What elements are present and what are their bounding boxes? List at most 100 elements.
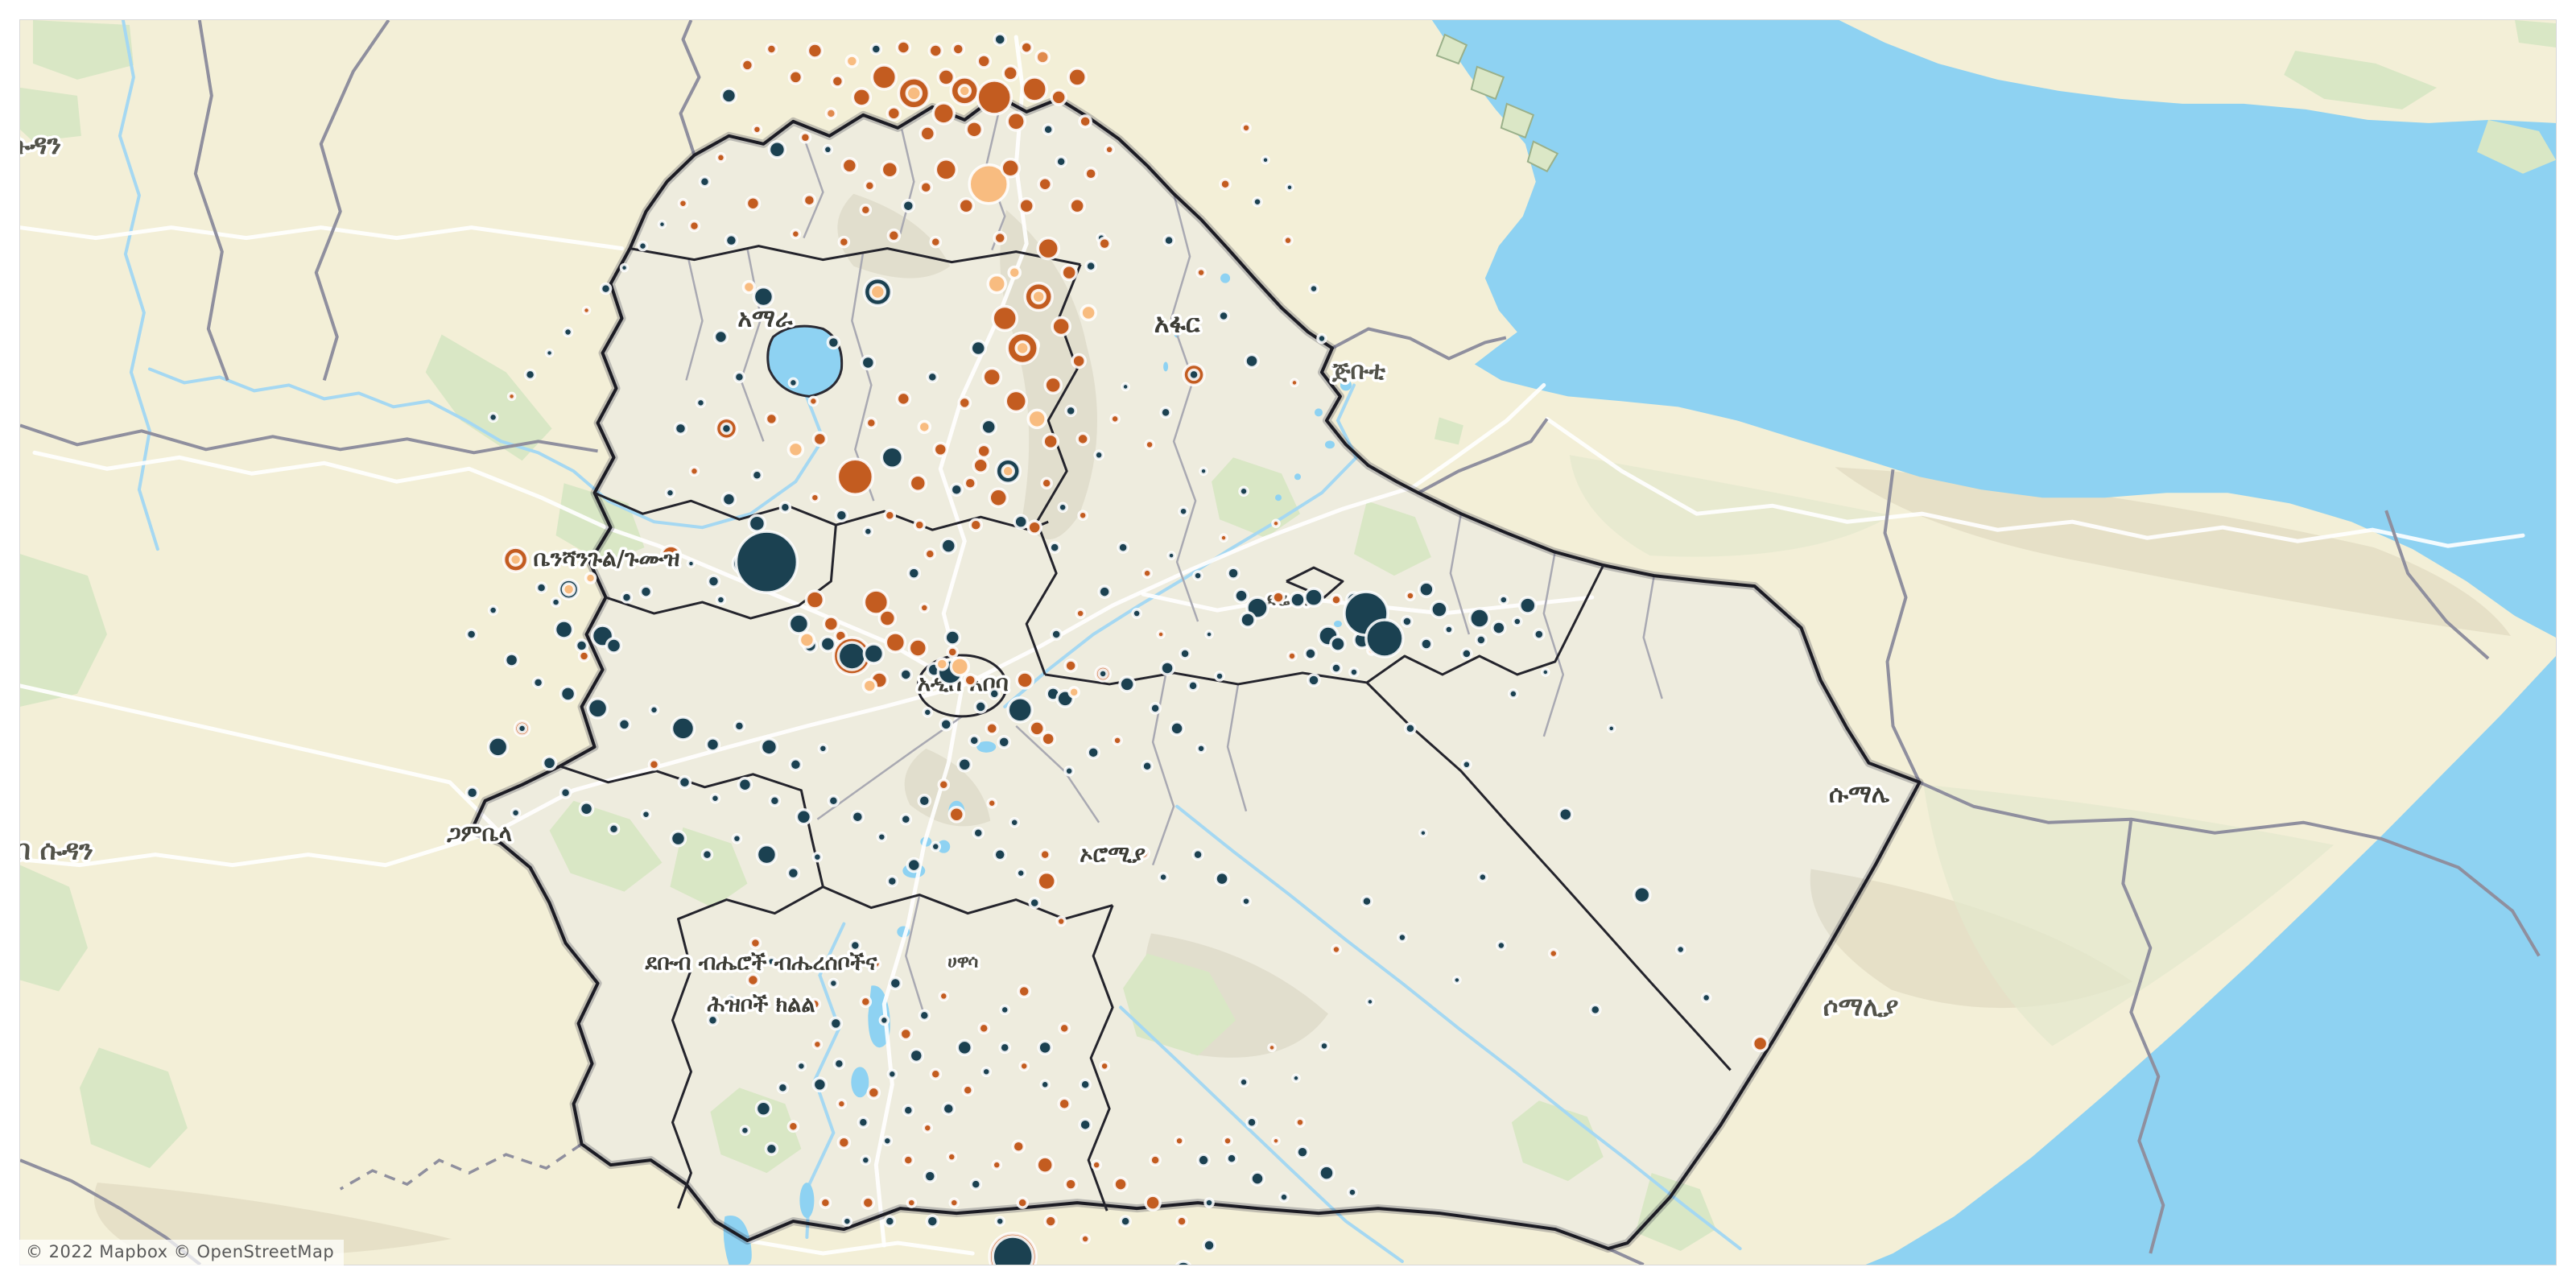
event-bubble[interactable] — [1249, 1170, 1265, 1187]
event-bubble[interactable] — [1077, 510, 1088, 521]
event-bubble[interactable] — [677, 775, 692, 790]
event-bubble[interactable] — [745, 195, 762, 212]
event-bubble[interactable] — [798, 631, 816, 649]
event-bubble[interactable] — [1040, 731, 1056, 747]
event-bubble[interactable] — [1318, 1164, 1335, 1182]
event-bubble[interactable] — [993, 32, 1007, 47]
event-bubble[interactable] — [861, 678, 878, 694]
event-bubble[interactable] — [840, 157, 859, 175]
event-bubble[interactable] — [620, 591, 634, 604]
event-bubble[interactable] — [869, 43, 883, 56]
event-bubble[interactable] — [677, 197, 689, 209]
event-bubble[interactable] — [745, 972, 761, 988]
event-bubble[interactable] — [1674, 943, 1686, 956]
event-bubble[interactable] — [503, 652, 520, 668]
event-bubble[interactable] — [886, 228, 902, 243]
event-bubble[interactable] — [808, 997, 822, 1011]
event-bubble[interactable] — [698, 175, 712, 188]
event-bubble[interactable] — [659, 544, 683, 567]
event-bubble[interactable] — [1295, 1145, 1310, 1159]
event-bubble[interactable] — [1700, 992, 1712, 1004]
event-bubble[interactable] — [1016, 1196, 1029, 1209]
event-bubble[interactable] — [994, 1216, 1005, 1227]
event-bubble[interactable] — [819, 635, 837, 653]
event-bubble[interactable] — [1048, 541, 1061, 554]
event-bubble[interactable] — [1043, 375, 1063, 395]
event-bubble[interactable] — [1063, 658, 1078, 673]
event-bubble[interactable] — [1558, 806, 1574, 823]
event-bubble[interactable] — [811, 1038, 824, 1051]
event-bubble[interactable] — [706, 1013, 720, 1027]
event-bubble[interactable] — [1245, 1116, 1258, 1129]
event-bubble[interactable] — [862, 588, 890, 616]
event-bubble[interactable] — [1042, 123, 1055, 136]
event-bubble[interactable] — [1329, 635, 1347, 653]
event-bubble[interactable] — [766, 956, 778, 968]
event-bubble[interactable] — [523, 368, 537, 382]
event-bubble[interactable] — [844, 54, 860, 68]
event-bubble[interactable] — [1007, 265, 1022, 280]
event-bubble[interactable] — [1075, 608, 1086, 619]
event-bubble[interactable] — [786, 440, 805, 459]
event-bubble[interactable] — [1397, 931, 1408, 943]
event-bubble[interactable] — [562, 326, 574, 338]
event-bubble[interactable] — [906, 1197, 918, 1208]
event-bubble[interactable] — [788, 758, 803, 772]
event-bubble[interactable] — [1018, 196, 1035, 215]
event-bubble[interactable] — [1219, 533, 1228, 543]
osm-attribution-link[interactable]: © OpenStreetMap — [173, 1242, 335, 1261]
event-bubble[interactable] — [1348, 667, 1360, 678]
event-bubble[interactable] — [997, 735, 1011, 749]
event-bubble[interactable] — [1035, 1155, 1055, 1174]
event-bubble[interactable] — [720, 87, 738, 105]
event-bubble[interactable] — [905, 85, 923, 102]
event-bubble[interactable] — [1282, 234, 1294, 246]
event-bubble[interactable] — [913, 518, 927, 531]
event-bubble[interactable] — [919, 125, 937, 142]
event-bubble[interactable] — [862, 526, 874, 537]
event-bubble[interactable] — [1149, 1154, 1162, 1166]
event-bubble[interactable] — [1080, 303, 1097, 322]
event-bubble[interactable] — [811, 431, 828, 448]
event-bubble[interactable] — [836, 457, 875, 496]
event-bubble[interactable] — [957, 196, 975, 215]
event-bubble[interactable] — [1289, 591, 1307, 609]
event-bubble[interactable] — [1202, 1238, 1216, 1253]
event-bubble[interactable] — [1418, 828, 1428, 838]
event-bubble[interactable] — [980, 1066, 992, 1078]
event-bubble[interactable] — [700, 848, 714, 861]
event-bubble[interactable] — [1097, 584, 1112, 599]
event-bubble[interactable] — [947, 805, 966, 824]
event-bubble[interactable] — [1316, 332, 1327, 345]
event-bubble[interactable] — [922, 1122, 934, 1133]
event-bubble[interactable] — [712, 328, 729, 345]
event-bubble[interactable] — [931, 101, 956, 126]
event-bubble[interactable] — [999, 1004, 1010, 1016]
event-bubble[interactable] — [1174, 1260, 1192, 1265]
event-bubble[interactable] — [1169, 720, 1185, 737]
event-bubble[interactable] — [859, 203, 873, 217]
event-bubble[interactable] — [786, 865, 801, 881]
event-bubble[interactable] — [617, 717, 632, 732]
event-bubble[interactable] — [1117, 541, 1129, 554]
mapbox-attribution-link[interactable]: © 2022 Mapbox — [26, 1242, 168, 1261]
event-bubble[interactable] — [1078, 1117, 1092, 1132]
event-bubble[interactable] — [559, 786, 572, 799]
event-bubble[interactable] — [957, 395, 972, 411]
event-bubble[interactable] — [1533, 628, 1546, 641]
event-bubble[interactable] — [870, 958, 882, 970]
event-bubble[interactable] — [1042, 432, 1059, 451]
event-bubble[interactable] — [1097, 236, 1112, 251]
event-bubble[interactable] — [922, 707, 934, 718]
event-bubble[interactable] — [1005, 111, 1026, 132]
event-bubble[interactable] — [1026, 519, 1042, 535]
event-bubble[interactable] — [963, 673, 977, 687]
event-bubble[interactable] — [926, 370, 939, 384]
event-bubble[interactable] — [750, 469, 764, 482]
event-bubble[interactable] — [906, 566, 922, 580]
event-bubble[interactable] — [578, 800, 595, 817]
event-bubble[interactable] — [993, 230, 1007, 246]
event-bubble[interactable] — [1119, 1215, 1132, 1228]
event-bubble[interactable] — [878, 1014, 890, 1026]
event-bubble[interactable] — [824, 107, 838, 120]
